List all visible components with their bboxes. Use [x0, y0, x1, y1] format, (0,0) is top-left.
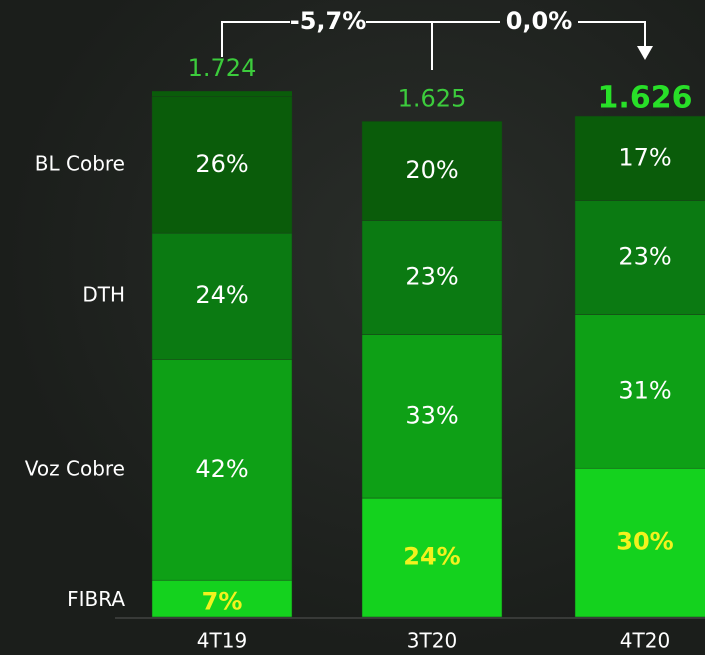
value-label: 24%: [195, 281, 248, 309]
bar-segment: [151, 96, 293, 234]
bar-segment: [574, 314, 705, 469]
bar-segment: [574, 467, 705, 618]
bar-segment: [151, 232, 293, 360]
legend-label: FIBRA: [67, 587, 125, 611]
value-label: 17%: [618, 143, 671, 171]
bracket: [221, 21, 646, 57]
total-label: 1.724: [188, 54, 257, 82]
total-label: 1.626: [598, 81, 693, 116]
value-label: 26%: [195, 150, 248, 178]
bar-segment: [361, 220, 503, 335]
bar-segment: [151, 359, 293, 581]
value-label: 23%: [618, 242, 671, 270]
x-tick-label: 3T20: [407, 629, 457, 653]
bar-segment: [361, 121, 503, 221]
legend-label: BL Cobre: [35, 151, 125, 175]
bar-segment: [151, 579, 293, 618]
bar-segment: [574, 200, 705, 315]
value-label: 23%: [405, 262, 458, 290]
value-label: 42%: [195, 455, 248, 483]
bar-segment: [361, 497, 503, 618]
value-label: 33%: [405, 401, 458, 429]
legend-label: DTH: [82, 283, 125, 307]
arrow-head: [637, 46, 653, 60]
value-label: 20%: [405, 156, 458, 184]
x-tick-label: 4T19: [197, 629, 247, 653]
annotation: -5,7%: [290, 7, 367, 35]
value-label: 30%: [616, 528, 673, 556]
total-label: 1.625: [398, 84, 467, 112]
x-tick-label: 4T20: [620, 629, 670, 653]
bar-segment: [361, 334, 503, 499]
value-label: 31%: [618, 376, 671, 404]
annotation: 0,0%: [506, 7, 573, 35]
legend-label: Voz Cobre: [25, 456, 125, 480]
bar-segment: [574, 115, 705, 201]
value-label: 24%: [403, 543, 460, 571]
value-label: 7%: [202, 588, 243, 616]
